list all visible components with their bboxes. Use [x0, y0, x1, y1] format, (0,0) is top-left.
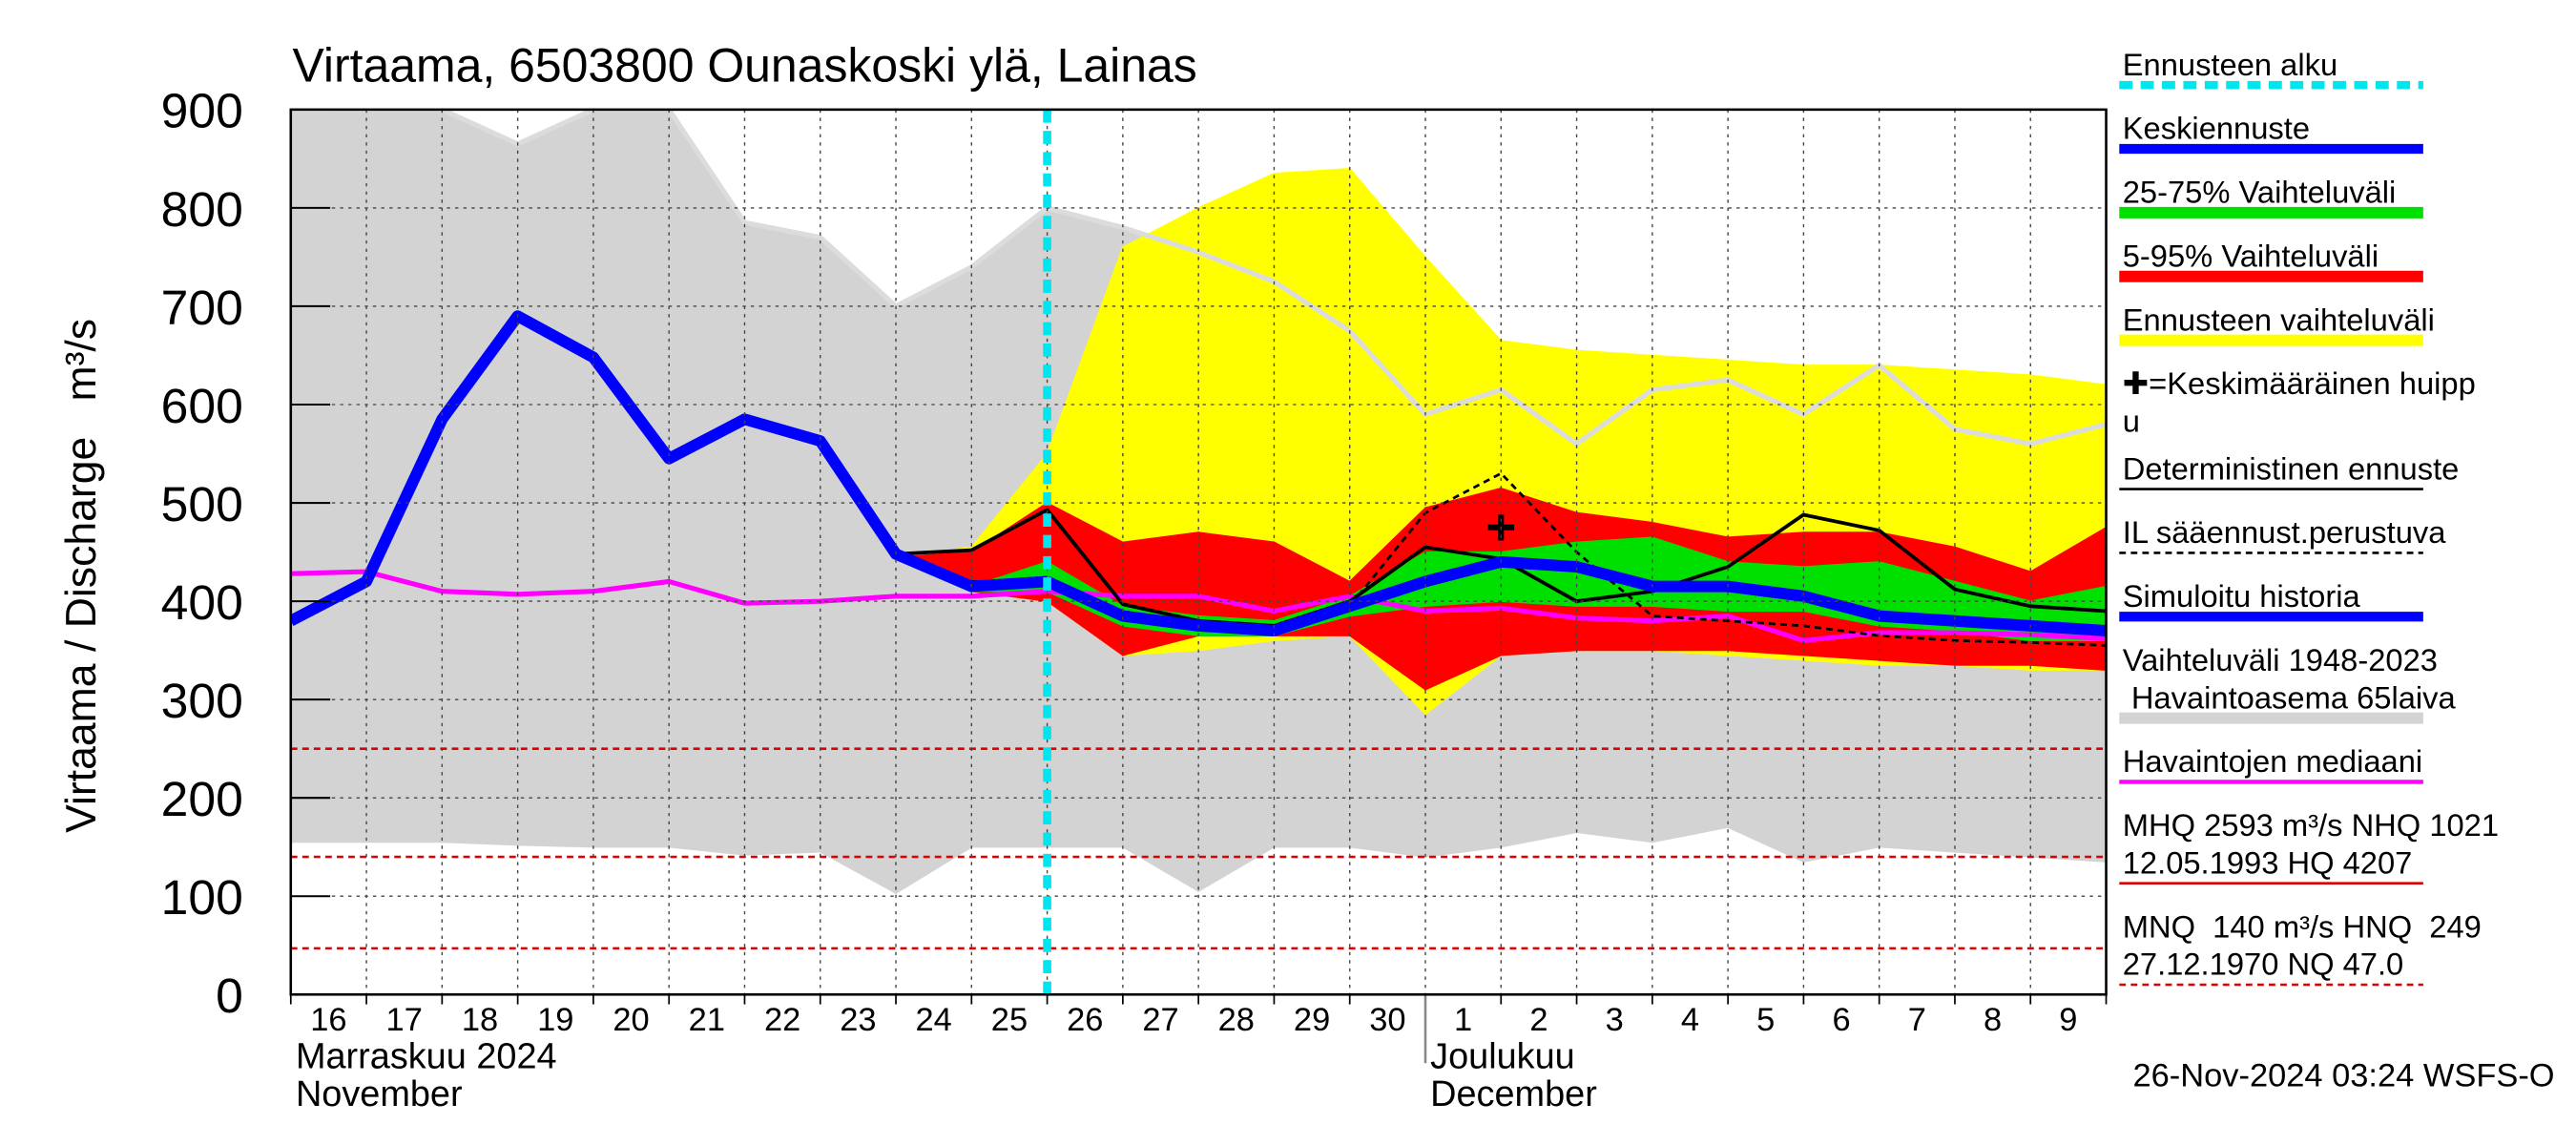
footer: 26-Nov-2024 03:24 WSFS-O	[2132, 1057, 2554, 1093]
y-tick-label: 300	[161, 673, 243, 728]
y-tick-label: 400	[161, 574, 243, 630]
legend-label: Keskiennuste	[2123, 111, 2310, 146]
range-band	[365, 109, 444, 843]
x-tick-label: 6	[1832, 1002, 1850, 1038]
x-tick-label: 7	[1908, 1002, 1926, 1038]
y-tick-label: 600	[161, 378, 243, 433]
legend-label: 25-75% Vaihteluväli	[2123, 175, 2397, 210]
legend-label: 5-95% Vaihteluväli	[2123, 238, 2379, 273]
y-tick-label: 800	[161, 181, 243, 237]
x-tick-label: 8	[1984, 1002, 2002, 1038]
month-label: November	[296, 1074, 463, 1114]
x-tick-label: 17	[386, 1002, 423, 1038]
x-tick-label: 23	[840, 1002, 876, 1038]
series-line	[290, 569, 2107, 643]
x-tick-label: 5	[1756, 1002, 1775, 1038]
legend-label: 27.12.1970 NQ 47.0	[2123, 947, 2404, 982]
month-label: Joulukuu	[1430, 1037, 1575, 1077]
series-line	[290, 310, 1048, 627]
chart-title: Virtaama, 6503800 Ounaskoski ylä, Lainas	[293, 39, 1197, 93]
legend-label: 12.05.1993 HQ 4207	[2123, 844, 2413, 880]
x-tick-label: 1	[1454, 1002, 1472, 1038]
x-tick-label: 4	[1681, 1002, 1699, 1038]
legend-label: u	[2123, 404, 2140, 439]
legend-label: Havaintojen mediaani	[2123, 743, 2422, 779]
x-tick-label: 24	[916, 1002, 952, 1038]
y-tick-label: 500	[161, 476, 243, 531]
month-label: Marraskuu 2024	[296, 1037, 557, 1077]
x-tick-label: 18	[462, 1002, 498, 1038]
y-tick-label: 100	[161, 869, 243, 925]
range-band	[668, 109, 746, 856]
range-band	[516, 109, 594, 848]
x-tick-label: 21	[689, 1002, 725, 1038]
y-axis-label: Virtaama / Discharge m³/s	[58, 319, 105, 833]
legend-label: Simuloitu historia	[2123, 578, 2361, 614]
plot-frame	[289, 108, 2108, 996]
legend-label: Vaihteluväli 1948-2023	[2123, 642, 2438, 677]
range-band	[592, 109, 670, 848]
x-tick-label: 9	[2059, 1002, 2077, 1038]
y-tick-label: 700	[161, 280, 243, 335]
x-tick-label: 20	[613, 1002, 649, 1038]
x-tick-label: 22	[764, 1002, 800, 1038]
legend-label: Havaintoasema 65laiva	[2123, 679, 2457, 715]
month-label: December	[1430, 1074, 1597, 1114]
x-tick-label: 27	[1142, 1002, 1178, 1038]
x-tick-label: 16	[310, 1002, 346, 1038]
x-tick-label: 3	[1606, 1002, 1624, 1038]
x-tick-label: 30	[1369, 1002, 1405, 1038]
x-tick-label: 29	[1294, 1002, 1330, 1038]
range-band	[290, 109, 367, 843]
range-band	[743, 221, 821, 856]
y-tick-label: 900	[161, 83, 243, 138]
series-line	[1045, 555, 2107, 637]
legend-label: Ennusteen vaihteluväli	[2123, 302, 2435, 337]
y-tick-label: 0	[216, 968, 243, 1023]
legend-label: ✚=Keskimääräinen huipp	[2123, 365, 2476, 401]
legend-label: MNQ 140 m³/s HNQ 249	[2123, 908, 2482, 944]
x-tick-label: 25	[991, 1002, 1028, 1038]
x-tick-label: 2	[1529, 1002, 1548, 1038]
range-band	[820, 236, 897, 895]
y-tick-label: 200	[161, 771, 243, 826]
legend-label: IL sääennust.perustuva	[2123, 514, 2447, 550]
plot-area	[290, 109, 2107, 950]
x-tick-label: 26	[1067, 1002, 1103, 1038]
x-tick-label: 28	[1218, 1002, 1255, 1038]
legend-label: MHQ 2593 m³/s NHQ 1021	[2123, 807, 2499, 843]
range-band	[441, 109, 519, 846]
x-tick-label: 19	[537, 1002, 573, 1038]
legend-label: Deterministinen ennuste	[2123, 450, 2460, 486]
legend-label: Ennusteen alku	[2123, 47, 2337, 82]
